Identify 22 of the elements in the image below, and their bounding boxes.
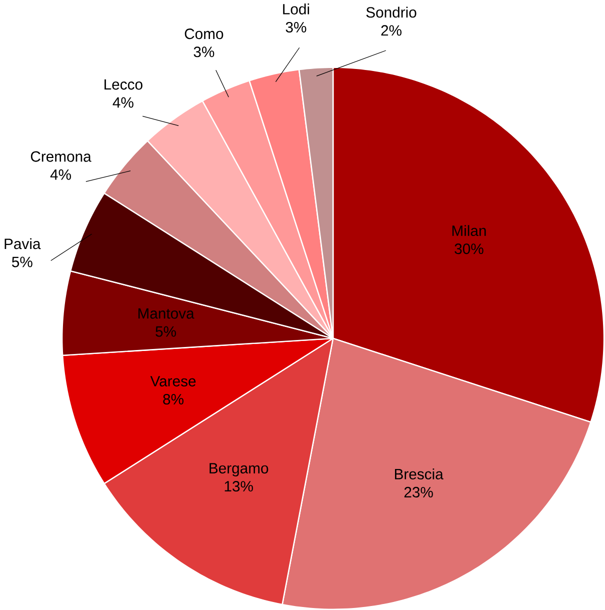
data-label: 5% — [156, 326, 176, 337]
data-label: 3% — [194, 46, 214, 58]
data-label: 5% — [12, 256, 33, 268]
data-label: 3% — [286, 22, 306, 33]
slice-label: Como — [185, 28, 224, 40]
data-label: 4% — [112, 97, 134, 108]
data-label: 2% — [381, 25, 402, 36]
slice-label: Brescia — [395, 468, 444, 480]
slice-label: Pavia — [4, 238, 41, 250]
slice-label: Sondrio — [366, 6, 416, 18]
slice-label: Cremona — [31, 151, 92, 162]
data-label: 13% — [224, 481, 254, 492]
data-label: 4% — [50, 169, 72, 180]
data-label: 8% — [163, 394, 184, 405]
slice-label: Varese — [150, 376, 196, 386]
slice-label: Lodi — [283, 4, 310, 14]
slice-label: Bergamo — [210, 463, 268, 476]
slice-label: Milan — [452, 225, 486, 236]
slice-label: Lecco — [104, 79, 143, 90]
data-label: 23% — [404, 486, 434, 498]
slice-label: Mantova — [138, 308, 194, 319]
data-label: 30% — [454, 244, 484, 254]
